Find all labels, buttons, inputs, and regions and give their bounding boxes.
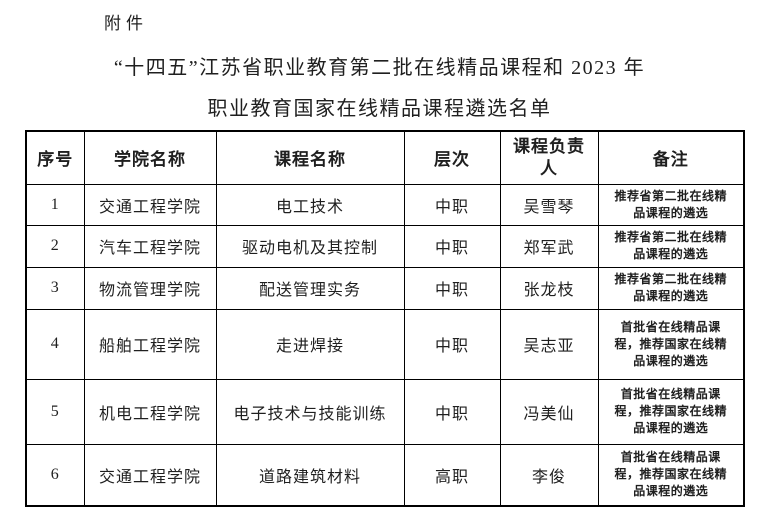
col-header-leader-label: 课程负责人 (513, 136, 585, 178)
col-header-course: 课程名称 (215, 130, 405, 185)
cell-leader: 李俊 (499, 443, 599, 507)
table-row: 4 船舶工程学院 走进焊接 中职 吴志亚 首批省在线精品课程，推荐国家在线精品课… (25, 308, 745, 380)
cell-leader: 郑军武 (499, 224, 599, 268)
document-title-line2: 职业教育国家在线精品课程遴选名单 (207, 98, 552, 120)
document-title-line1: “十四五”江苏省职业教育第二批在线精品课程和 2023 年 (113, 57, 646, 79)
course-selection-table: 序号 学院名称 课程名称 层次 课程负责人 备注 1 交通工程学院 电工技术 中… (25, 130, 745, 507)
cell-no: 1 (25, 183, 85, 226)
col-header-level: 层次 (403, 130, 501, 185)
cell-course: 电工技术 (215, 183, 405, 226)
cell-course: 电子技术与技能训练 (215, 378, 405, 445)
cell-level: 中职 (403, 224, 501, 268)
cell-level: 中职 (403, 266, 501, 310)
col-header-college: 学院名称 (83, 130, 217, 185)
cell-no: 4 (25, 308, 85, 380)
cell-college: 机电工程学院 (83, 378, 217, 445)
table-row: 6 交通工程学院 道路建筑材料 高职 李俊 首批省在线精品课程，推荐国家在线精品… (25, 443, 745, 507)
table-row: 5 机电工程学院 电子技术与技能训练 中职 冯美仙 首批省在线精品课程，推荐国家… (25, 378, 745, 445)
cell-leader: 吴雪琴 (499, 183, 599, 226)
cell-no: 2 (25, 224, 85, 268)
cell-level: 中职 (403, 308, 501, 380)
cell-no: 6 (25, 443, 85, 507)
cell-course: 走进焊接 (215, 308, 405, 380)
table-row: 2 汽车工程学院 驱动电机及其控制 中职 郑军武 推荐省第二批在线精品课程的遴选 (25, 224, 745, 268)
cell-course: 道路建筑材料 (215, 443, 405, 507)
cell-college: 汽车工程学院 (83, 224, 217, 268)
cell-course: 驱动电机及其控制 (215, 224, 405, 268)
cell-remark: 推荐省第二批在线精品课程的遴选 (597, 224, 745, 268)
cell-leader: 冯美仙 (499, 378, 599, 445)
cell-course: 配送管理实务 (215, 266, 405, 310)
cell-no: 5 (25, 378, 85, 445)
cell-level: 中职 (403, 378, 501, 445)
col-header-no: 序号 (25, 130, 85, 185)
col-header-leader: 课程负责人 (499, 130, 599, 185)
cell-leader: 张龙枝 (499, 266, 599, 310)
table-row: 1 交通工程学院 电工技术 中职 吴雪琴 推荐省第二批在线精品课程的遴选 (25, 183, 745, 226)
col-header-remark: 备注 (597, 130, 745, 185)
cell-college: 交通工程学院 (83, 183, 217, 226)
attachment-label: 附件 (104, 14, 148, 33)
cell-remark: 首批省在线精品课程，推荐国家在线精品课程的遴选 (597, 378, 745, 445)
cell-remark: 首批省在线精品课程，推荐国家在线精品课程的遴选 (597, 308, 745, 380)
cell-remark: 首批省在线精品课程，推荐国家在线精品课程的遴选 (597, 443, 745, 507)
cell-college: 船舶工程学院 (83, 308, 217, 380)
cell-college: 物流管理学院 (83, 266, 217, 310)
cell-level: 高职 (403, 443, 501, 507)
cell-college: 交通工程学院 (83, 443, 217, 507)
table-row: 3 物流管理学院 配送管理实务 中职 张龙枝 推荐省第二批在线精品课程的遴选 (25, 266, 745, 310)
cell-leader: 吴志亚 (499, 308, 599, 380)
cell-no: 3 (25, 266, 85, 310)
cell-remark: 推荐省第二批在线精品课程的遴选 (597, 266, 745, 310)
table-header-row: 序号 学院名称 课程名称 层次 课程负责人 备注 (25, 130, 745, 185)
cell-level: 中职 (403, 183, 501, 226)
cell-remark: 推荐省第二批在线精品课程的遴选 (597, 183, 745, 226)
